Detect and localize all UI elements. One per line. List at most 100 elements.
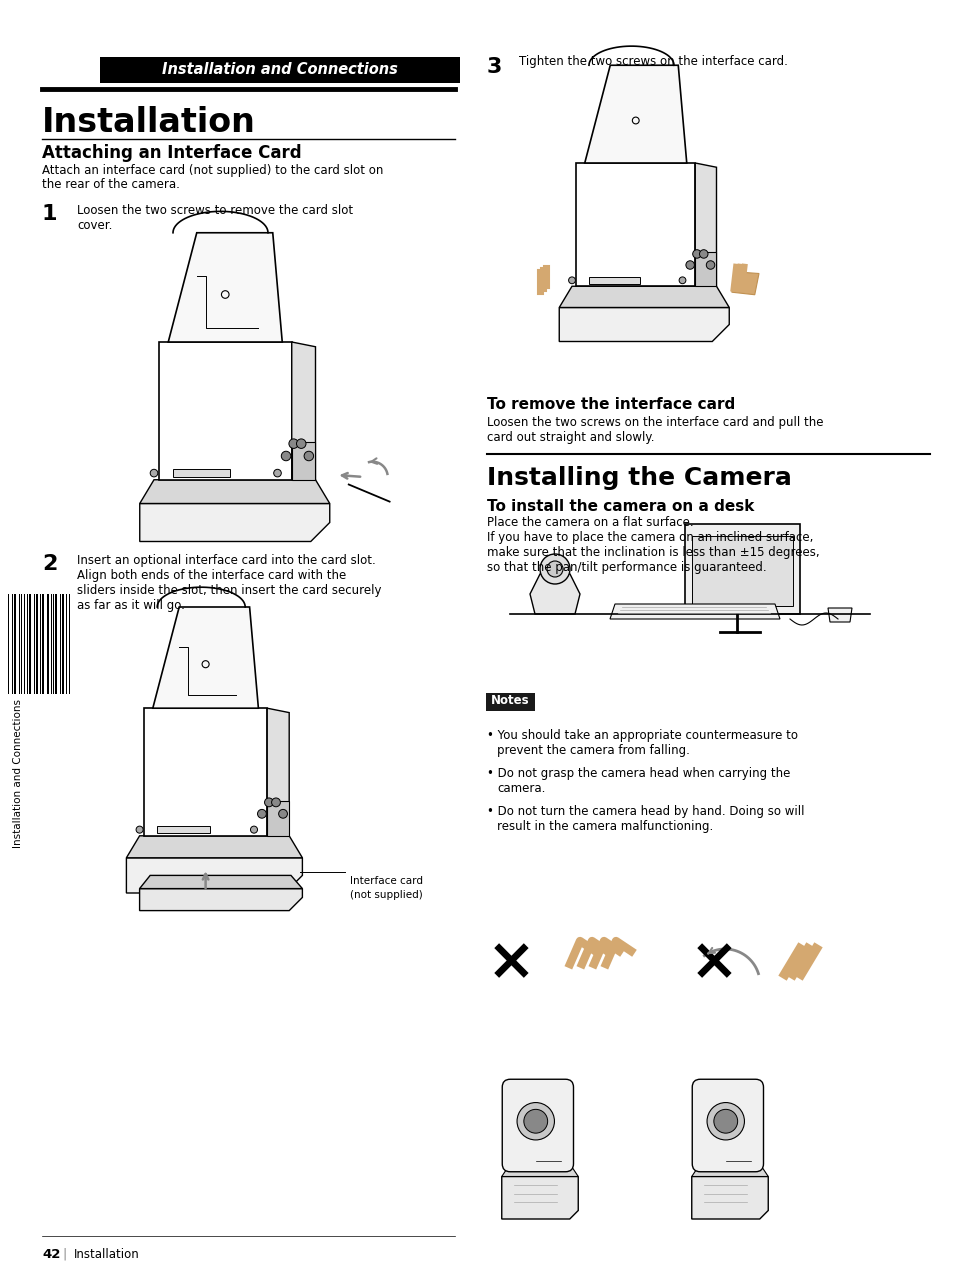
Bar [8, 594, 10, 694]
Text: Loosen the two screws to remove the card slot: Loosen the two screws to remove the card… [77, 204, 353, 217]
Text: Installation and Connections: Installation and Connections [162, 62, 397, 78]
Polygon shape [292, 341, 315, 480]
Polygon shape [139, 875, 302, 888]
Text: Installation: Installation [74, 1249, 139, 1261]
Text: cover.: cover. [77, 219, 112, 232]
Text: Notes: Notes [490, 694, 529, 707]
FancyBboxPatch shape [485, 693, 535, 711]
Circle shape [705, 261, 714, 269]
Polygon shape [731, 271, 759, 294]
Circle shape [289, 440, 298, 448]
Polygon shape [144, 708, 267, 836]
Polygon shape [126, 857, 302, 893]
Polygon shape [684, 524, 800, 614]
Circle shape [523, 1110, 547, 1133]
Circle shape [274, 469, 281, 476]
Text: Interface card: Interface card [350, 877, 422, 885]
Circle shape [568, 276, 575, 284]
Text: result in the camera malfunctioning.: result in the camera malfunctioning. [497, 820, 713, 833]
Bar [13, 594, 16, 694]
Polygon shape [558, 307, 728, 341]
Text: so that the pan/tilt performance is guaranteed.: so that the pan/tilt performance is guar… [486, 561, 766, 575]
Polygon shape [152, 606, 258, 708]
Text: ×: × [486, 934, 536, 991]
Polygon shape [501, 1163, 578, 1176]
Bar [25, 594, 26, 694]
Bar [55, 594, 57, 694]
Text: Installation: Installation [42, 106, 255, 139]
Text: Place the camera on a flat surface.: Place the camera on a flat surface. [486, 516, 693, 529]
Text: Installing the Camera: Installing the Camera [486, 466, 791, 490]
Bar [100, 57, 459, 83]
Bar [29, 594, 30, 694]
Polygon shape [292, 442, 315, 480]
Text: Installation and Connections: Installation and Connections [13, 699, 23, 848]
Text: 3: 3 [486, 57, 502, 76]
Polygon shape [827, 608, 851, 622]
Text: 2: 2 [42, 554, 57, 575]
Bar [21, 594, 22, 694]
Text: To install the camera on a desk: To install the camera on a desk [486, 499, 754, 513]
Text: |: | [62, 1249, 66, 1261]
FancyBboxPatch shape [692, 1079, 762, 1172]
Polygon shape [168, 233, 282, 341]
Polygon shape [695, 163, 716, 287]
Bar [172, 469, 230, 476]
Circle shape [278, 809, 287, 818]
Circle shape [257, 809, 266, 818]
Text: If you have to place the camera on an inclined surface,: If you have to place the camera on an in… [486, 531, 813, 544]
Bar [588, 276, 639, 284]
Polygon shape [267, 708, 289, 836]
Text: as far as it will go.: as far as it will go. [77, 599, 185, 612]
Text: Tighten the two screws on the interface card.: Tighten the two screws on the interface … [518, 55, 787, 68]
Circle shape [546, 561, 562, 577]
Polygon shape [695, 252, 716, 287]
Text: camera.: camera. [497, 782, 545, 795]
Circle shape [281, 451, 291, 461]
Bar [66, 594, 67, 694]
Polygon shape [126, 836, 302, 857]
Circle shape [679, 276, 685, 284]
Text: Insert an optional interface card into the card slot.: Insert an optional interface card into t… [77, 554, 375, 567]
Text: Attach an interface card (not supplied) to the card slot on: Attach an interface card (not supplied) … [42, 164, 383, 177]
Polygon shape [691, 1176, 767, 1219]
Circle shape [296, 440, 306, 448]
Circle shape [713, 1110, 737, 1133]
Text: ×: × [689, 934, 739, 991]
Text: Loosen the two screws on the interface card and pull the: Loosen the two screws on the interface c… [486, 417, 822, 429]
Circle shape [699, 250, 707, 259]
Circle shape [706, 1102, 743, 1140]
Text: 42: 42 [42, 1249, 60, 1261]
Circle shape [539, 554, 569, 583]
Polygon shape [139, 888, 302, 911]
Polygon shape [691, 536, 792, 606]
Bar [48, 594, 49, 694]
FancyBboxPatch shape [501, 1079, 573, 1172]
Polygon shape [584, 65, 686, 163]
Polygon shape [158, 341, 292, 480]
Bar [53, 594, 54, 694]
Text: card out straight and slowly.: card out straight and slowly. [486, 431, 654, 445]
Bar [42, 594, 44, 694]
Polygon shape [530, 575, 579, 614]
Bar [36, 594, 38, 694]
Text: • Do not grasp the camera head when carrying the: • Do not grasp the camera head when carr… [486, 767, 789, 780]
Polygon shape [558, 287, 728, 307]
Text: • Do not turn the camera head by hand. Doing so will: • Do not turn the camera head by hand. D… [486, 805, 803, 818]
Text: 1: 1 [42, 204, 57, 224]
Polygon shape [139, 480, 330, 503]
Circle shape [251, 826, 257, 833]
Polygon shape [691, 1163, 767, 1176]
Text: • You should take an appropriate countermeasure to: • You should take an appropriate counter… [486, 729, 797, 741]
Bar [157, 826, 210, 833]
Circle shape [304, 451, 314, 461]
Bar [63, 594, 64, 694]
Polygon shape [501, 1176, 578, 1219]
Polygon shape [576, 163, 695, 287]
Text: make sure that the inclination is less than ±15 degrees,: make sure that the inclination is less t… [486, 547, 819, 559]
Polygon shape [267, 800, 289, 836]
Text: Align both ends of the interface card with the: Align both ends of the interface card wi… [77, 569, 346, 582]
Circle shape [150, 469, 157, 476]
Text: To remove the interface card: To remove the interface card [486, 397, 735, 412]
Circle shape [136, 826, 143, 833]
